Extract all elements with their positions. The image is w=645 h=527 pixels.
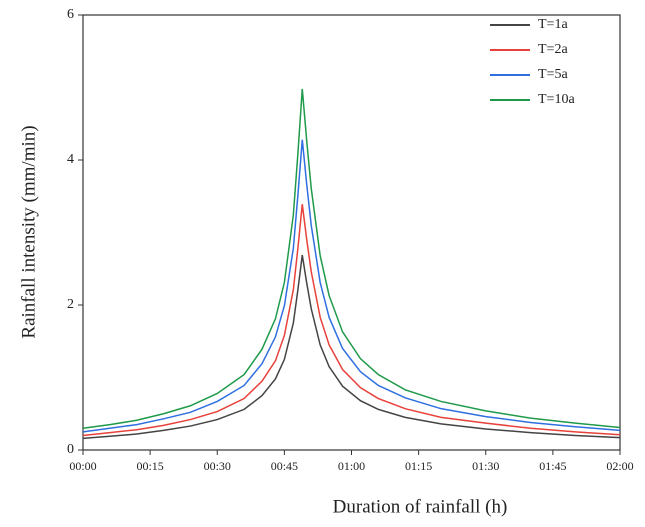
y-tick-label: 4 [67,152,74,167]
legend-label: T=10a [538,92,575,107]
x-tick-label: 00:00 [69,459,96,473]
x-tick-label: 01:15 [405,459,432,473]
y-axis-title: Rainfall intensity (mm/min) [18,125,39,338]
x-tick-label: 01:30 [472,459,499,473]
legend-label: T=5a [538,67,568,82]
x-tick-label: 00:30 [204,459,231,473]
series-line [82,88,621,429]
series-line [82,139,621,433]
x-axis-title: Duration of rainfall (h) [333,496,508,517]
legend-label: T=1a [538,17,568,32]
y-tick-label: 0 [67,442,74,457]
series-line [82,204,621,437]
series-line [82,254,621,440]
x-tick-label: 00:45 [271,459,298,473]
x-tick-label: 01:45 [539,459,566,473]
y-tick-label: 6 [67,7,74,22]
x-tick-label: 01:00 [338,459,365,473]
x-tick-label: 00:15 [136,459,163,473]
y-tick-label: 2 [67,297,74,312]
legend-label: T=2a [538,42,568,57]
x-tick-label: 02:00 [606,459,633,473]
